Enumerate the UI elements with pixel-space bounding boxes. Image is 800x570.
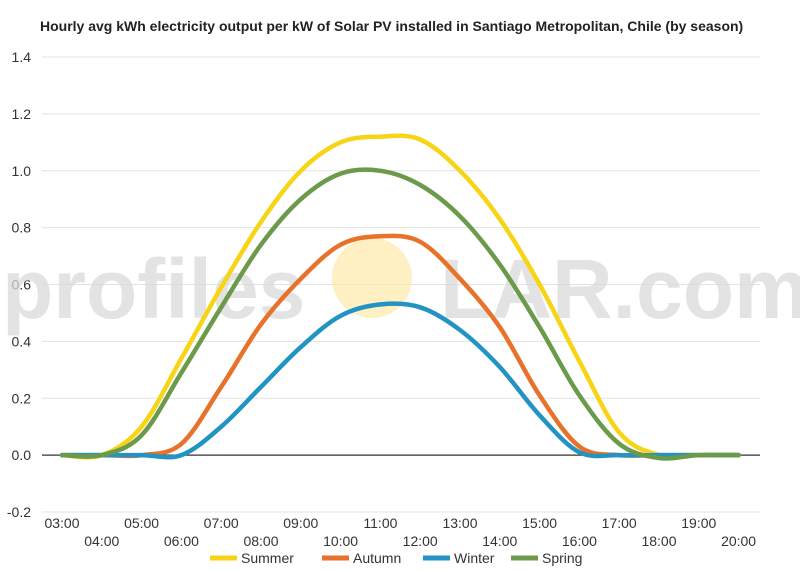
x-tick-label: 17:00 (602, 515, 637, 531)
y-tick-label: 0.6 (12, 277, 32, 293)
x-tick-label: 08:00 (243, 533, 278, 549)
x-tick-label: 04:00 (84, 533, 119, 549)
x-tick-label: 12:00 (403, 533, 438, 549)
watermark-sun-icon (332, 238, 412, 318)
y-tick-label: 1.0 (12, 163, 32, 179)
x-tick-label: 19:00 (681, 515, 716, 531)
y-tick-label: -0.2 (7, 504, 31, 520)
x-tick-label: 16:00 (562, 533, 597, 549)
x-tick-label: 15:00 (522, 515, 557, 531)
series-line-winter (59, 301, 741, 460)
x-tick-label: 18:00 (641, 533, 676, 549)
x-tick-label: 06:00 (164, 533, 199, 549)
legend: Summer Autumn Winter Spring (210, 550, 582, 566)
y-axis-ticks: -0.2 0.0 0.2 0.4 0.6 0.8 1.0 1.2 1.4 (7, 49, 31, 520)
series-line-summer (59, 133, 741, 460)
x-tick-label: 07:00 (204, 515, 239, 531)
y-tick-label: 0.4 (12, 333, 32, 349)
legend-label-autumn: Autumn (353, 550, 401, 566)
x-tick-label: 20:00 (721, 533, 756, 549)
y-tick-label: 0.2 (12, 390, 32, 406)
y-tick-label: 0.8 (12, 220, 32, 236)
x-tick-label: 03:00 (44, 515, 79, 531)
chart-title: Hourly avg kWh electricity output per kW… (40, 18, 744, 34)
y-tick-label: 1.4 (12, 49, 32, 65)
series-lines (59, 133, 741, 461)
watermark-text-left: profiles (2, 242, 305, 336)
x-tick-label: 11:00 (363, 515, 397, 531)
watermark-text-right: LAR.com (440, 242, 800, 336)
legend-label-winter: Winter (454, 550, 495, 566)
x-tick-label: 10:00 (323, 533, 358, 549)
x-tick-label: 09:00 (283, 515, 318, 531)
legend-label-spring: Spring (542, 550, 582, 566)
legend-label-summer: Summer (241, 550, 294, 566)
x-tick-label: 13:00 (442, 515, 477, 531)
watermark: profiles LAR.com (2, 238, 800, 336)
x-tick-label: 05:00 (124, 515, 159, 531)
y-tick-label: 1.2 (12, 106, 32, 122)
y-tick-label: 0.0 (12, 447, 32, 463)
x-tick-label: 14:00 (482, 533, 517, 549)
series-line-spring (59, 167, 741, 461)
